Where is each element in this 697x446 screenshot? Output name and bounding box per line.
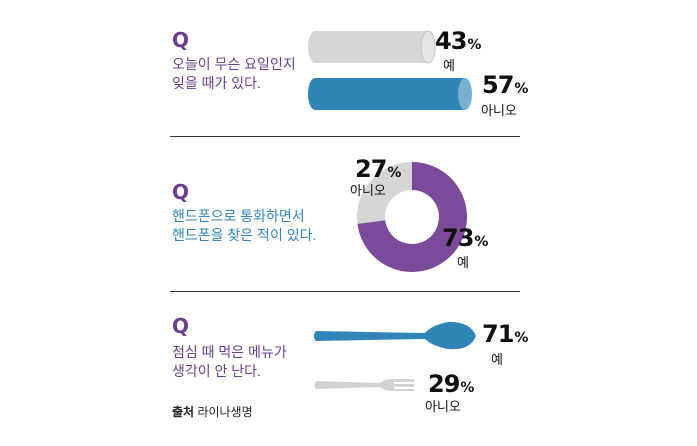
answer-label-2-no: 아니오 [350,183,386,198]
answer-label-3-no: 아니오 [425,399,461,414]
question-mark-1: Q [172,28,190,52]
cylinder-bar-no-1 [308,78,472,110]
answer-label-1-yes: 예 [443,58,455,73]
donut-chart [357,162,467,272]
value-label-2-no: 27% [355,155,402,183]
question-3-line-2: 생각이 안 난다. [172,363,261,379]
question-mark-2: Q [172,180,190,204]
donut-slice-yes [357,162,467,272]
question-1-line-2: 잊을 때가 있다. [172,75,261,91]
question-mark-3: Q [172,314,190,338]
answer-label-1-no: 아니오 [481,103,517,118]
source-note: 출처 라이나생명 [172,405,253,419]
question-1-line-1: 오늘이 무슨 요일인지 [172,56,296,72]
answer-label-3-yes: 예 [491,352,503,367]
question-3-line-1: 점심 때 먹은 메뉴가 [172,344,287,360]
value-label-3-yes: 71% [482,320,529,348]
divider-1 [170,136,520,137]
value-label-1-yes: 43% [435,27,482,55]
value-label-2-yes: 73% [442,224,489,252]
donut-slice-no [357,162,412,224]
answer-label-2-yes: 예 [457,255,469,270]
question-2-line-1: 핸드폰으로 통화하면서 [172,208,305,224]
question-2-line-2: 핸드폰을 찾은 적이 있다. [172,227,317,243]
value-label-3-no: 29% [428,370,475,398]
divider-2 [170,291,520,292]
value-label-1-no: 57% [482,71,529,99]
spoon-icon [314,321,476,350]
fork-icon [314,379,414,391]
cylinder-bar-yes-1 [308,30,436,64]
